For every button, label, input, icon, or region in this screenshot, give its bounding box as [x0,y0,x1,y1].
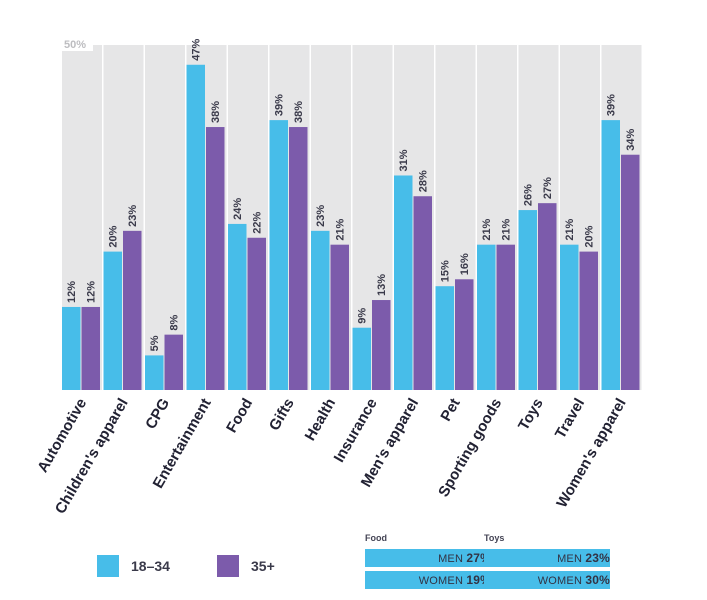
column-bg-cpg [145,44,185,390]
inset-toys-men-bar: MEN 23% [484,549,610,567]
data-label-gifts-35: 38% [293,101,305,123]
data-label-entertainment-18-34: 47% [191,39,203,61]
inset-toys-men-value: 23% [585,551,610,565]
bar-automotive-35 [81,306,100,390]
inset-food-men-label: MEN [438,553,464,565]
category-label-cpg: CPG [142,396,173,433]
bar-men-s-apparel-35 [413,196,432,390]
data-label-cpg-18-34: 5% [149,335,161,351]
legend-item-35-plus: 35+ [217,555,275,577]
bar-sporting-goods-35 [496,244,515,390]
data-label-automotive-18-34: 12% [66,281,78,303]
data-label-sporting-goods-35: 21% [501,218,513,240]
category-label-pet: Pet [437,395,463,424]
bar-health-35 [330,244,349,390]
data-label-insurance-35: 13% [376,274,388,296]
data-label-men-s-apparel-18-34: 31% [398,149,410,171]
data-label-entertainment-35: 38% [210,101,222,123]
max-label-bg [60,37,93,51]
data-label-gifts-18-34: 39% [274,94,286,116]
bar-toys-35 [538,203,557,390]
legend-swatch-35-plus [217,555,239,577]
category-label-food: Food [223,396,256,436]
legend-label-18-34: 18–34 [131,558,170,574]
bar-women-s-apparel-35 [621,154,640,390]
bar-food-18-34 [228,223,247,390]
data-label-travel-35: 20% [584,225,596,247]
inset-toys-women-label: WOMEN [537,575,583,587]
legend-label-35-plus: 35+ [251,558,275,574]
data-label-men-s-apparel-35: 28% [418,170,430,192]
bar-cpg-35 [164,334,183,390]
data-label-toys-35: 27% [542,177,554,199]
data-label-food-18-34: 24% [232,198,244,220]
bar-travel-18-34 [560,244,579,390]
data-label-food-35: 22% [252,212,264,234]
bar-women-s-apparel-18-34 [601,120,620,391]
data-label-women-s-apparel-18-34: 39% [606,94,618,116]
inset-toys-men-text: MEN 23% [557,551,610,565]
bar-children-s-apparel-18-34 [103,251,122,390]
bar-insurance-18-34 [352,327,371,390]
inset-toys-women-value: 30% [585,573,610,587]
bar-pet-18-34 [435,286,454,390]
data-label-sporting-goods-18-34: 21% [481,218,493,240]
data-label-pet-18-34: 15% [440,260,452,282]
bar-pet-35 [455,279,474,390]
data-label-pet-35: 16% [459,253,471,275]
data-label-toys-18-34: 26% [523,184,535,206]
bar-children-s-apparel-35 [123,230,142,390]
bar-chart: 50% 12% 20% 5% 47% 24% 39% 23% 9% 31% 15% 21% 26% 21%… [34,37,642,517]
bar-toys-18-34 [518,210,537,390]
max-label: 50% [64,39,86,51]
inset-food-title: Food [365,533,387,543]
legend-swatch-18-34 [97,555,119,577]
category-label-gifts: Gifts [266,396,298,434]
category-label-toys: Toys [515,396,547,434]
category-label-children-s-apparel: Children's apparel [52,396,132,517]
data-label-health-18-34: 23% [315,205,327,227]
data-label-travel-18-34: 21% [564,218,576,240]
data-label-automotive-35: 12% [86,281,98,303]
inset-food-women-label: WOMEN [418,575,464,587]
data-label-insurance-18-34: 9% [357,308,369,324]
data-label-health-35: 21% [335,218,347,240]
data-label-children-s-apparel-18-34: 20% [108,225,120,247]
bar-sporting-goods-18-34 [477,244,496,390]
inset-food-women-text: WOMEN 19% [419,573,491,587]
category-label-health: Health [302,396,340,444]
inset-food: Food MEN 27% WOMEN 19% [365,533,491,593]
bar-automotive-18-34 [62,306,81,390]
inset-food-women-bar: WOMEN 19% [365,571,491,589]
inset-toys-men-label: MEN [557,553,583,565]
bar-gifts-18-34 [269,120,288,391]
bar-health-18-34 [311,230,330,390]
inset-toys-women-text: WOMEN 30% [538,573,610,587]
data-label-women-s-apparel-35: 34% [625,128,637,150]
bar-entertainment-18-34 [186,64,205,390]
bar-cpg-18-34 [145,355,164,390]
inset-toys-women-bar: WOMEN 30% [484,571,610,589]
inset-toys-title: Toys [484,533,505,543]
bar-men-s-apparel-18-34 [394,175,413,390]
category-label-travel: Travel [552,396,588,442]
bar-entertainment-35 [206,127,225,390]
data-label-cpg-35: 8% [169,315,181,331]
bar-travel-35 [579,251,598,390]
inset-toys: Toys MEN 23% WOMEN 30% [484,533,610,593]
bar-insurance-35 [372,300,391,390]
bar-food-35 [247,237,266,390]
inset-food-men-bar: MEN 27% [365,549,491,567]
bar-gifts-35 [289,127,308,390]
data-label-children-s-apparel-35: 23% [127,205,139,227]
legend-item-18-34: 18–34 [97,555,170,577]
